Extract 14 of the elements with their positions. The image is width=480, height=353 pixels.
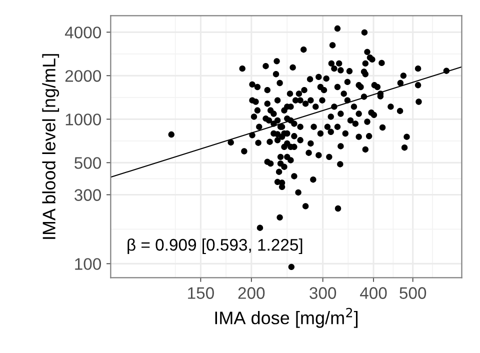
y-tick-label: 300 (74, 189, 102, 201)
x-tick-label: 500 (400, 287, 426, 299)
x-tick-label: 150 (188, 287, 214, 299)
x-tick-label: 400 (360, 287, 387, 299)
x-tick-label: 300 (310, 287, 336, 299)
y-tick-label: 500 (74, 157, 102, 169)
y-tick-label: 100 (75, 258, 102, 270)
x-axis-title: IMA dose [mg/m$^{2}$] (215, 308, 358, 328)
x-tick-label: 200 (238, 287, 265, 299)
y-tick-label: 1000 (66, 114, 102, 126)
annotation: β = 0.909 [0.593, 1.225] (128, 238, 302, 254)
y-tick-label: 4000 (64, 26, 102, 38)
y-tick-label: 2000 (65, 70, 102, 82)
y-axis-title: IMA blood level [ng/mL] (42, 54, 60, 239)
